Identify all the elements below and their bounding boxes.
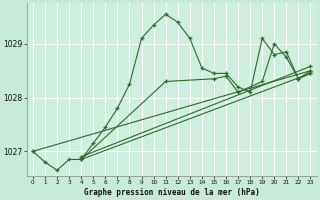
X-axis label: Graphe pression niveau de la mer (hPa): Graphe pression niveau de la mer (hPa)	[84, 188, 260, 197]
